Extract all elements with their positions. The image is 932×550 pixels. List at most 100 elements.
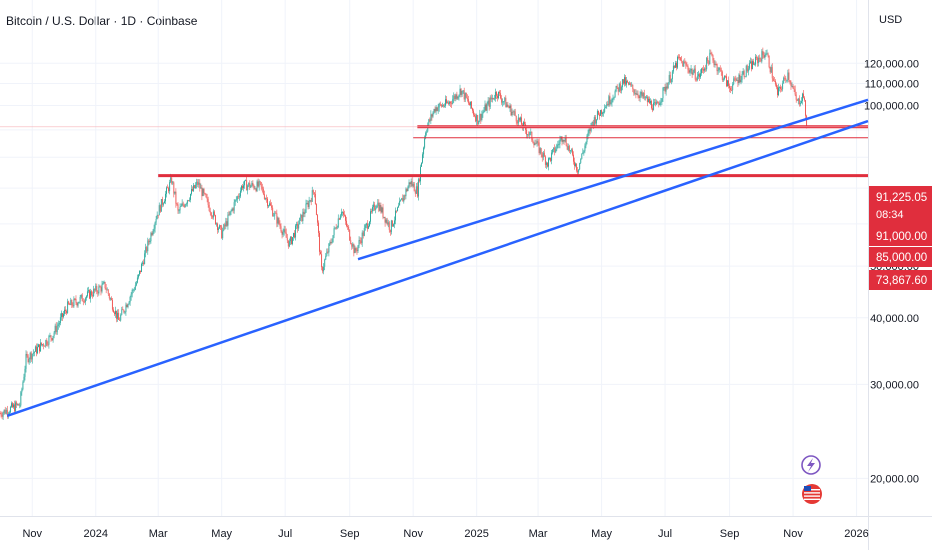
candle-body (540, 148, 542, 155)
candle-body (406, 189, 408, 191)
candle-body (72, 305, 74, 307)
candle-body (520, 117, 522, 125)
candle-body (259, 181, 261, 183)
candle-body (378, 202, 380, 211)
candle-body (129, 296, 131, 303)
candle-body (579, 162, 581, 170)
candle-body (376, 205, 378, 209)
candle-body (750, 61, 752, 70)
candle-body (374, 204, 376, 210)
candle-body (332, 235, 334, 243)
candle-body (805, 100, 807, 116)
candle-body (163, 201, 165, 204)
candle-body (383, 216, 385, 218)
candle-body (466, 97, 468, 100)
candle-body (28, 359, 30, 363)
candle-body (201, 187, 203, 197)
candle-body (315, 204, 317, 216)
candle-body (301, 214, 303, 222)
candle-body (99, 286, 101, 288)
candle-body (120, 314, 122, 321)
candle-body (715, 63, 717, 65)
candle-body (157, 214, 159, 216)
candle-body (653, 102, 655, 111)
candle-body (94, 288, 96, 291)
candle-body (641, 91, 643, 97)
candle-body (156, 214, 158, 219)
candle-body (629, 83, 631, 85)
candle-body (687, 65, 689, 70)
candle-body (753, 61, 754, 65)
y-tick-label: 100,000.00 (864, 101, 919, 113)
candle-body (570, 149, 572, 151)
candle-body (276, 213, 278, 224)
candle-body (755, 56, 757, 65)
x-tick-label: Jul (278, 528, 292, 540)
candle-body (245, 180, 247, 182)
candle-body (634, 93, 636, 94)
candle-body (800, 100, 802, 104)
candle-body (388, 222, 390, 230)
candle-body (222, 230, 224, 239)
candle-body (330, 241, 332, 243)
price-labels: 91,225.05 08:34 91,000.00 85,000.00 73,867.6… (869, 186, 932, 290)
candle-body (168, 187, 170, 192)
candle-body (244, 180, 246, 186)
candle-body (561, 136, 563, 142)
candle-body (260, 182, 262, 187)
candle-body (350, 240, 352, 244)
candle-body (593, 117, 595, 126)
candle-body (290, 236, 292, 245)
candle-body (494, 91, 496, 99)
candle-body (220, 225, 222, 227)
candle-body (585, 142, 587, 146)
candle-body (766, 53, 768, 55)
x-tick-label: Jul (658, 528, 672, 540)
candle-body (471, 101, 472, 109)
us-flag-icon-canton (804, 486, 811, 491)
candle-body (78, 301, 80, 304)
candle-body (764, 55, 766, 58)
candle-body (387, 222, 389, 225)
candle-body (411, 181, 413, 186)
trendline (6, 119, 869, 417)
candle-body (195, 184, 197, 189)
candle-body (500, 93, 502, 99)
candle-body (401, 198, 403, 201)
candle-body (61, 313, 63, 317)
candle-body (576, 163, 578, 171)
candle-body (47, 344, 49, 346)
candle-body (318, 222, 319, 233)
candle-body (396, 210, 397, 212)
price-badge (869, 270, 932, 290)
candle-body (361, 232, 363, 244)
candle-body (306, 203, 308, 204)
candle-body (436, 107, 438, 111)
candle-body (50, 335, 52, 339)
candle-body (519, 117, 521, 121)
candle-body (108, 293, 110, 299)
candle-body (709, 52, 711, 65)
candle-body (359, 240, 361, 241)
candle-body (390, 220, 392, 233)
candle-body (790, 82, 792, 87)
candle-body (544, 156, 546, 165)
y-tick-label: 110,000.00 (865, 78, 919, 90)
candle-body (270, 203, 272, 206)
candle-body (596, 110, 598, 120)
candle-body (122, 309, 124, 311)
candle-body (765, 53, 767, 56)
candle-body (446, 99, 447, 104)
candle-body (748, 63, 750, 69)
candle-body (435, 107, 437, 112)
candle-body (569, 150, 571, 152)
candle-body (102, 282, 104, 285)
candle-body (205, 193, 207, 198)
candle-body (780, 86, 782, 89)
candle-body (367, 226, 369, 229)
candle-body (648, 98, 650, 104)
candle-body (59, 317, 61, 324)
currency-selector[interactable]: USD (879, 14, 903, 26)
candle-body (31, 353, 33, 360)
